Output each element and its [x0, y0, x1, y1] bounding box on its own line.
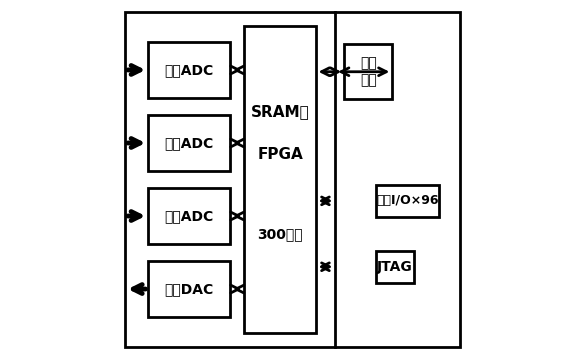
Text: SRAM型: SRAM型: [250, 104, 309, 120]
Text: 300万门: 300万门: [257, 228, 303, 242]
Text: 刷新
芯片: 刷新 芯片: [360, 57, 377, 87]
Bar: [245, 26, 316, 333]
Text: 低速ADC: 低速ADC: [164, 63, 214, 77]
Bar: [148, 188, 230, 244]
Text: 高速ADC: 高速ADC: [164, 209, 214, 223]
Text: FPGA: FPGA: [257, 148, 303, 163]
Text: 用户I/O×96: 用户I/O×96: [376, 194, 439, 208]
Bar: [376, 251, 414, 283]
Text: 高速ADC: 高速ADC: [164, 136, 214, 150]
Text: 高速DAC: 高速DAC: [164, 282, 214, 296]
Bar: [376, 185, 439, 217]
Text: JTAG: JTAG: [377, 260, 413, 274]
Bar: [148, 42, 230, 98]
Bar: [344, 44, 392, 99]
Bar: [148, 261, 230, 317]
Bar: [148, 115, 230, 171]
